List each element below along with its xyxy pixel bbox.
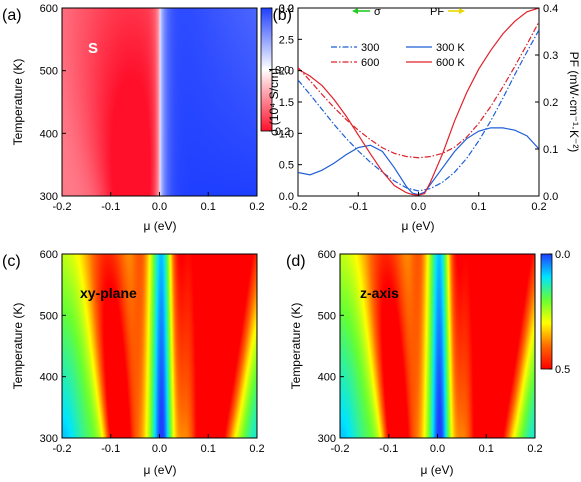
lines-b xyxy=(298,8,539,196)
y-tick-label-b-1: 0.5 xyxy=(279,160,294,172)
y-tick-label-b-5: 2.5 xyxy=(279,34,294,46)
y-tick-label-d-3: 600 xyxy=(318,249,336,261)
y-tick-label-b-6: 3.0 xyxy=(279,3,294,15)
y-right-tick-label-b-1: 0.1 xyxy=(543,144,558,156)
y-tick-label-c-2: 500 xyxy=(40,310,58,322)
x-axis-label-c: μ (eV) xyxy=(144,463,177,477)
annotation-a: S xyxy=(88,40,98,57)
y-tick-label-d-2: 500 xyxy=(318,310,336,322)
y-tick-label-b-3: 1.5 xyxy=(279,97,294,109)
y-tick-label-c-1: 400 xyxy=(40,372,58,384)
legend-label-300: 300 xyxy=(361,42,379,54)
panel-label-d: (d) xyxy=(286,253,306,270)
x-tick-label-a-0: -0.2 xyxy=(53,201,72,213)
legend-sigma-arrowhead xyxy=(352,8,358,14)
colorbar-tick-label-a-2: 0.2 xyxy=(275,126,290,138)
heatmap-a xyxy=(62,8,257,196)
x-tick-label-b-4: 0.2 xyxy=(531,201,546,213)
panel-d: -0.2 -0.1 0.0 0.1 0.2 300 400 500 600 0.0 0.5 (d)… xyxy=(286,249,570,477)
annotation-c: xy-plane xyxy=(80,285,137,301)
colorbar-d-ticks: 0.0 0.5 xyxy=(549,249,570,376)
colorbar-tick-label-d-0: 0.0 xyxy=(555,249,570,261)
colorbar-tick-label-a-0: -0.2 xyxy=(275,3,294,15)
series-line-2 xyxy=(298,127,539,196)
x-tick-label-b-0: -0.2 xyxy=(289,201,308,213)
y-tick-label-a-3: 600 xyxy=(40,3,58,15)
x-tick-label-b-2: 0.0 xyxy=(411,201,426,213)
x-tick-label-b-1: -0.1 xyxy=(349,201,368,213)
x-tick-label-d-4: 0.2 xyxy=(527,443,542,455)
annotation-d: z-axis xyxy=(360,285,399,301)
y-tick-label-b-2: 1.0 xyxy=(279,128,294,140)
colorbar-d xyxy=(540,253,553,370)
legend-pf-arrowhead xyxy=(459,8,465,14)
y-axis-label-a: Temperature (K) xyxy=(11,59,25,146)
legend-label-300k: 300 K xyxy=(436,42,465,54)
panel-label-a: (a) xyxy=(2,7,22,24)
legend-b: σ PF 300 600 300 K 600 K xyxy=(331,6,465,69)
panel-label-b: (b) xyxy=(272,7,292,24)
legend-sigma-title: σ xyxy=(374,6,381,18)
colorbar-a-ticks: -0.2 0.0 0.2 xyxy=(269,3,294,138)
x-tick-label-b-3: 0.1 xyxy=(471,201,486,213)
axes-b: -0.2 -0.1 0.0 0.1 0.20.00.51.01.52.02.53.00.… xyxy=(279,3,559,213)
x-axis-label-a: μ (eV) xyxy=(144,219,177,233)
x-tick-label-a-1: -0.1 xyxy=(101,201,120,213)
panel-label-c: (c) xyxy=(2,253,21,270)
legend-pf-title: PF xyxy=(430,6,444,18)
y-axis-label-c: Temperature (K) xyxy=(11,303,25,390)
legend-label-600: 600 xyxy=(361,57,379,69)
panel-c: -0.2 -0.1 0.0 0.1 0.2 300 400 500 600 (c) xy-pla… xyxy=(2,249,265,477)
x-tick-label-d-2: 0.0 xyxy=(430,443,445,455)
y-right-tick-label-b-2: 0.2 xyxy=(543,97,558,109)
y-tick-label-b-4: 2.0 xyxy=(279,66,294,78)
axes-a: -0.2 -0.1 0.0 0.1 0.2 300 400 500 600 xyxy=(40,3,265,213)
series-line-1 xyxy=(298,21,539,159)
y-tick-label-d-0: 300 xyxy=(318,433,336,445)
y-tick-label-a-2: 500 xyxy=(40,66,58,78)
plot-frame-b xyxy=(297,7,540,197)
y-tick-label-b-0: 0.0 xyxy=(279,191,294,203)
x-tick-label-c-1: -0.1 xyxy=(101,443,120,455)
y-axis-label-b: σ (10⁴ S/cm) xyxy=(267,68,281,136)
panel-b: -0.2 -0.1 0.0 0.1 0.20.00.51.01.52.02.53.00.… xyxy=(267,3,581,233)
heatmap-c xyxy=(62,254,257,438)
y-right-tick-label-b-3: 0.3 xyxy=(543,50,558,62)
legend-label-600k: 600 K xyxy=(436,57,465,69)
x-tick-label-a-3: 0.1 xyxy=(201,201,216,213)
y-axis-label-d: Temperature (K) xyxy=(289,303,303,390)
y-tick-label-d-1: 400 xyxy=(318,372,336,384)
y-tick-label-a-0: 300 xyxy=(40,191,58,203)
y-right-tick-label-b-0: 0.0 xyxy=(543,191,558,203)
axes-d: -0.2 -0.1 0.0 0.1 0.2 300 400 500 600 xyxy=(318,249,543,455)
x-tick-label-c-0: -0.2 xyxy=(53,443,72,455)
y-tick-label-c-3: 600 xyxy=(40,249,58,261)
y-tick-label-a-1: 400 xyxy=(40,128,58,140)
y-tick-label-c-0: 300 xyxy=(40,433,58,445)
heatmap-d xyxy=(340,254,535,438)
x-axis-label-d: μ (eV) xyxy=(421,463,454,477)
x-tick-label-d-3: 0.1 xyxy=(479,443,494,455)
colorbar-tick-label-a-1: 0.0 xyxy=(275,65,290,77)
x-axis-label-b: μ (eV) xyxy=(402,219,435,233)
x-tick-label-a-4: 0.2 xyxy=(249,201,264,213)
x-tick-label-a-2: 0.0 xyxy=(152,201,167,213)
y-right-tick-label-b-4: 0.4 xyxy=(543,3,558,15)
colorbar-tick-label-d-1: 0.5 xyxy=(555,364,570,376)
panel-a: -0.2 -0.1 0.0 0.1 0.2 300 400 500 600 -0.2 0.0 0.2… xyxy=(2,3,294,233)
x-tick-label-c-4: 0.2 xyxy=(249,443,264,455)
x-tick-label-d-0: -0.2 xyxy=(331,443,350,455)
axes-c: -0.2 -0.1 0.0 0.1 0.2 300 400 500 600 xyxy=(40,249,265,455)
series-line-3 xyxy=(298,8,539,196)
y-axis-label-right-b: PF (mW·cm⁻¹·K⁻²) xyxy=(567,52,581,153)
x-tick-label-d-1: -0.1 xyxy=(379,443,398,455)
x-tick-label-c-2: 0.0 xyxy=(152,443,167,455)
series-line-0 xyxy=(298,29,539,192)
x-tick-label-c-3: 0.1 xyxy=(201,443,216,455)
